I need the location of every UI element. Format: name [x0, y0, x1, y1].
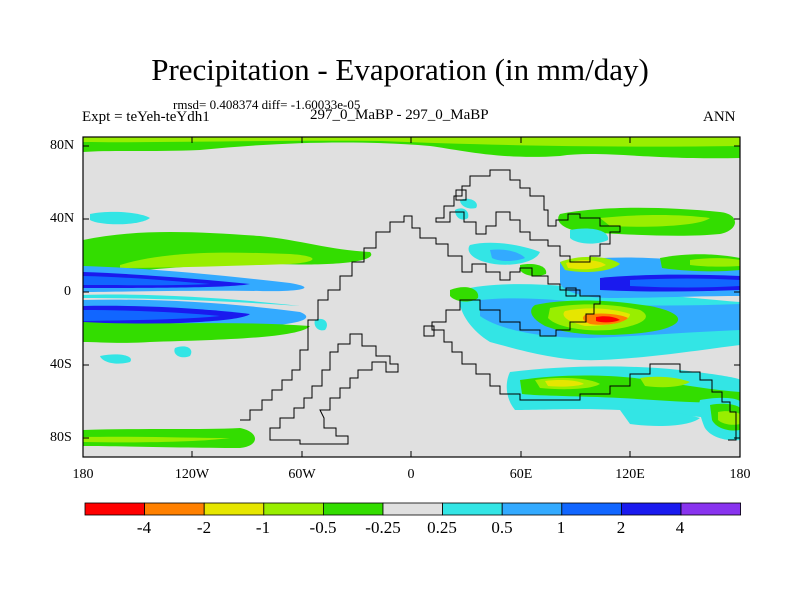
colorbar-label: 2 [616, 518, 626, 537]
colorbar-label: 0.25 [427, 518, 457, 537]
lon-label: 60W [288, 467, 316, 482]
contour-region [520, 264, 547, 277]
contour-region [570, 228, 609, 244]
contour-region [83, 276, 210, 286]
lon-label: 120E [615, 467, 645, 482]
colorbar-label: -4 [136, 518, 152, 537]
coastline-gondwana [423, 325, 435, 337]
contour-region [450, 287, 479, 302]
colorbar-swatch [144, 502, 205, 516]
contour-region [718, 411, 740, 425]
colorbar-label: 1 [556, 518, 566, 537]
colorbar-label: -2 [196, 518, 212, 537]
contour-region [596, 316, 620, 323]
colorbar-swatch [84, 502, 145, 516]
axis-ticks [83, 137, 740, 457]
contour-region [460, 198, 477, 209]
contour-region [690, 258, 740, 267]
lat-label: 80N [50, 138, 75, 153]
colorbar-swatch [263, 502, 324, 516]
lon-label: 180 [72, 467, 94, 482]
contour-region [314, 318, 327, 331]
contour-region [83, 322, 310, 343]
contour-region [490, 249, 525, 261]
contour-region [455, 208, 469, 220]
season-label: ANN [703, 109, 736, 125]
map-title: Precipitation - Evaporation (in mm/day) [151, 52, 649, 87]
contour-region [100, 354, 131, 364]
lon-label: 120W [174, 467, 210, 482]
contour-region [120, 252, 313, 268]
stats-text: rmsd= 0.408374 diff= -1.60033e-05 [173, 97, 361, 112]
colorbar-swatch [203, 502, 265, 516]
lat-label: 40S [50, 357, 72, 372]
colorbar-swatch [382, 502, 443, 516]
coastline-inner-arc [269, 333, 399, 445]
contour-region [90, 211, 150, 225]
colorbar-swatch [501, 502, 563, 516]
colorbar-swatch [322, 502, 384, 516]
contour-region [83, 294, 300, 306]
coastline-north-east [435, 169, 621, 263]
period-label: 297_0_MaBP - 297_0_MaBP [310, 107, 489, 123]
contour-region [620, 409, 700, 426]
coastlines [240, 169, 737, 445]
colorbar-swatch [680, 502, 741, 516]
lat-label: 40N [50, 211, 75, 226]
contour-region [545, 380, 584, 387]
colorbar-label: 0.5 [491, 518, 513, 537]
contour-region [600, 215, 710, 227]
contour-region [640, 376, 690, 388]
colorbar-label: 4 [675, 518, 685, 537]
contour-region [174, 346, 192, 358]
lon-label: 180 [729, 467, 751, 482]
lat-label: 0 [64, 284, 71, 299]
colorbar-label: -0.25 [365, 518, 401, 537]
lon-label: 0 [407, 467, 415, 482]
colorbar-label: -0.5 [309, 518, 337, 537]
colorbar-swatch [442, 502, 503, 516]
colorbar [84, 502, 741, 516]
lon-label: 60E [509, 467, 533, 482]
experiment-label: Expt = teYeh-teYdh1 [82, 109, 210, 125]
contour-region [83, 436, 230, 443]
coastline-north-strip [455, 189, 467, 201]
lat-label: 80S [50, 430, 72, 445]
contour-region [630, 278, 740, 288]
colorbar-swatch [621, 502, 682, 516]
colorbar-label: -1 [255, 518, 271, 537]
coastline-island [565, 287, 577, 297]
contour-region [83, 310, 220, 321]
coastline-laurasia [240, 215, 737, 441]
colorbar-swatch [561, 502, 622, 516]
